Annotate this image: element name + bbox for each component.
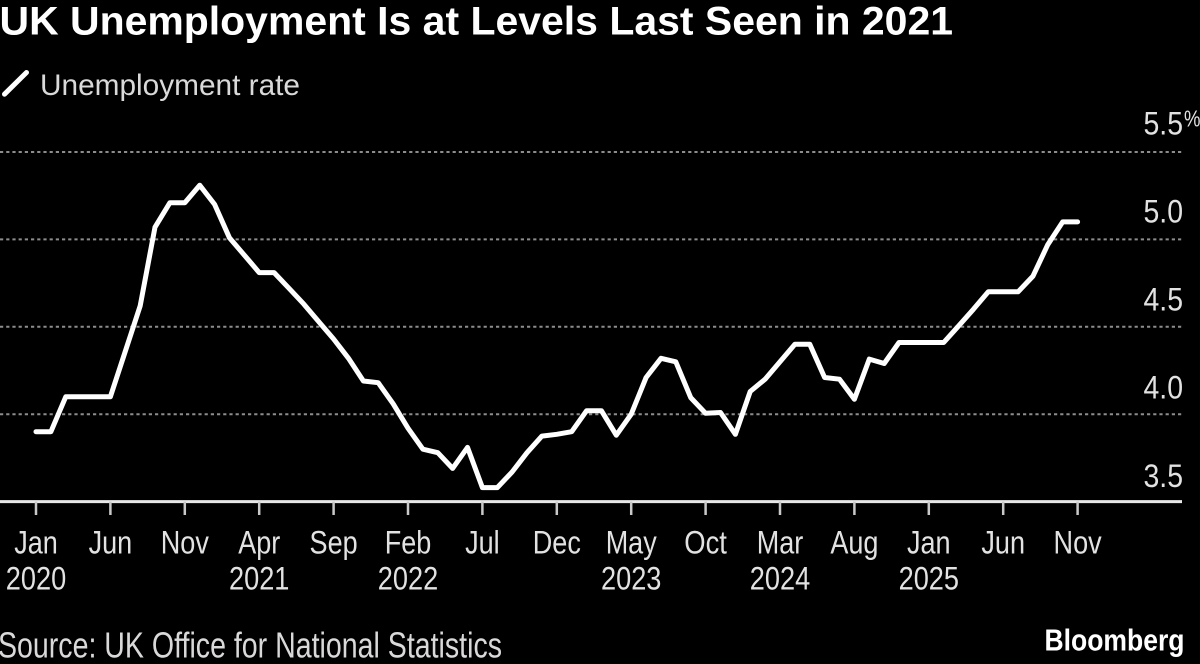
svg-text:5.5: 5.5 (1144, 106, 1184, 142)
svg-text:2023: 2023 (601, 561, 661, 597)
svg-text:2021: 2021 (229, 561, 289, 597)
svg-text:2025: 2025 (899, 561, 959, 597)
svg-text:2024: 2024 (750, 561, 810, 597)
svg-text:Nov: Nov (161, 525, 209, 561)
svg-text:UK Unemployment Is at Levels L: UK Unemployment Is at Levels Last Seen i… (0, 0, 953, 44)
svg-text:Oct: Oct (684, 525, 727, 561)
svg-text:Unemployment rate: Unemployment rate (40, 69, 300, 102)
svg-text:Mar: Mar (757, 525, 804, 561)
svg-text:%: % (1184, 106, 1200, 132)
svg-text:Feb: Feb (385, 525, 432, 561)
svg-text:Dec: Dec (533, 525, 581, 561)
svg-text:Sep: Sep (310, 525, 358, 561)
svg-text:5.0: 5.0 (1144, 194, 1184, 230)
svg-text:May: May (606, 525, 657, 561)
svg-text:Jun: Jun (89, 525, 133, 561)
svg-text:Bloomberg: Bloomberg (1045, 624, 1185, 658)
svg-text:4.5: 4.5 (1144, 282, 1184, 318)
svg-text:4.0: 4.0 (1144, 370, 1184, 406)
svg-text:Jan: Jan (907, 525, 951, 561)
svg-text:Source: UK Office for National: Source: UK Office for National Statistic… (0, 625, 502, 664)
svg-text:3.5: 3.5 (1144, 458, 1184, 494)
svg-text:2022: 2022 (378, 561, 438, 597)
svg-text:Jul: Jul (465, 525, 500, 561)
svg-text:2020: 2020 (6, 561, 66, 597)
svg-text:Apr: Apr (238, 525, 280, 561)
svg-text:Jun: Jun (981, 525, 1025, 561)
svg-text:Jan: Jan (14, 525, 58, 561)
svg-text:Aug: Aug (830, 525, 878, 561)
svg-text:Nov: Nov (1054, 525, 1102, 561)
